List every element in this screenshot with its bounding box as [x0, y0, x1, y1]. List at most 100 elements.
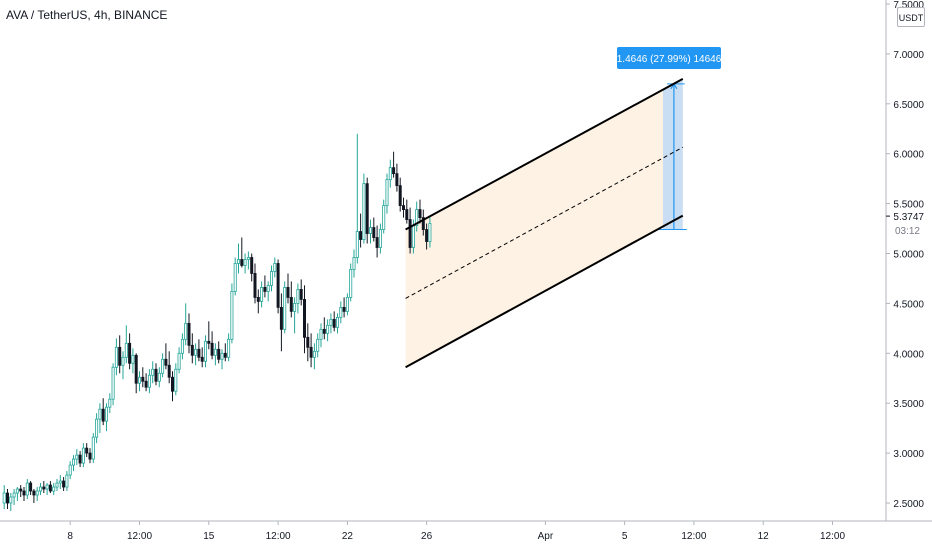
candle — [177, 347, 181, 374]
symbol-title[interactable]: AVA / TetherUS, 4h, BINANCE — [6, 8, 168, 22]
price-tick-label: 5.0000 — [893, 250, 924, 261]
time-tick-label: 12:00 — [266, 531, 291, 542]
candle-body — [25, 482, 29, 496]
candle — [365, 177, 369, 244]
candle-body — [283, 287, 287, 330]
candle-body — [312, 350, 316, 358]
candle — [52, 483, 56, 496]
candle — [385, 173, 389, 214]
candle — [203, 335, 207, 368]
candle-body — [55, 482, 59, 488]
candle-body — [98, 408, 102, 420]
candle — [388, 159, 392, 188]
candle-body — [398, 185, 402, 206]
candle — [167, 351, 171, 384]
time-tick-label: 26 — [421, 531, 433, 542]
candle — [240, 237, 244, 268]
candle — [2, 485, 6, 509]
candle-body — [418, 209, 422, 218]
candle-body — [39, 486, 43, 492]
current-price-label[interactable]: 5.3747 — [893, 212, 924, 223]
channel-lines[interactable] — [405, 77, 684, 369]
candle — [227, 333, 231, 362]
candle-body — [15, 488, 19, 494]
candle-body — [42, 486, 46, 490]
candle-body — [378, 229, 382, 248]
candle-body — [95, 418, 99, 438]
candle — [45, 483, 49, 496]
candle — [250, 253, 254, 282]
time-tick-label: Apr — [538, 531, 554, 542]
candle — [263, 275, 267, 298]
measure-label-box[interactable] — [617, 47, 721, 69]
candle — [306, 323, 310, 362]
candle — [114, 338, 118, 376]
candle — [375, 225, 379, 258]
candle — [85, 443, 89, 458]
candle — [170, 371, 174, 402]
candle — [312, 343, 316, 370]
candle — [233, 257, 237, 296]
candle-body — [405, 209, 409, 220]
candle-body — [372, 227, 376, 238]
candle — [415, 201, 419, 232]
candle-body — [395, 173, 399, 187]
candle-body — [48, 484, 52, 492]
channel-lower-line[interactable] — [405, 214, 684, 369]
candle-body — [58, 480, 62, 484]
candle-body — [164, 358, 168, 366]
candle-body — [266, 285, 270, 292]
candle — [207, 321, 211, 350]
candle-body — [108, 398, 112, 408]
candle-body — [279, 306, 283, 330]
candle — [180, 333, 184, 360]
candle-body — [170, 376, 174, 392]
candle-body — [187, 322, 191, 346]
candle — [137, 371, 141, 392]
candle-body — [329, 318, 333, 326]
candle — [395, 163, 399, 192]
candle-body — [68, 464, 72, 476]
time-tick-label: 12 — [758, 531, 770, 542]
parallel-channel[interactable] — [405, 89, 663, 368]
candle-body — [217, 348, 221, 360]
candle-body — [349, 269, 353, 298]
measure-fill — [663, 78, 683, 230]
candle — [144, 373, 148, 392]
currency-badge[interactable]: USDT — [897, 7, 925, 27]
candle-body — [269, 271, 273, 286]
candle-body — [161, 358, 165, 374]
price-tick-label: 4.5000 — [893, 299, 924, 310]
candle-body — [65, 474, 69, 488]
candle-body — [322, 328, 326, 334]
candle — [187, 313, 191, 354]
candle-body — [411, 225, 415, 248]
time-tick-label: 22 — [342, 531, 354, 542]
candle — [118, 335, 122, 374]
channel-fill — [405, 89, 663, 368]
bar-countdown-label: 03:12 — [895, 226, 920, 237]
candle-body — [121, 356, 125, 366]
candle-body — [256, 297, 260, 302]
candle-body — [273, 263, 277, 272]
candle-body — [147, 374, 151, 388]
candle — [210, 331, 214, 360]
candle-body — [263, 287, 267, 292]
candle — [405, 199, 409, 224]
candle — [220, 349, 224, 370]
channel-upper-line[interactable] — [405, 77, 684, 231]
candle — [32, 489, 36, 503]
candle — [279, 293, 283, 352]
candle-body — [302, 299, 306, 338]
candle — [401, 197, 405, 218]
candle — [428, 217, 432, 248]
candle-body — [62, 480, 66, 488]
price-range-measure[interactable]: 1.4646 (27.99%) 14646 — [617, 47, 722, 231]
candle — [283, 281, 287, 334]
candle — [260, 281, 264, 308]
channel-median-line[interactable] — [405, 146, 684, 299]
candle-body — [230, 291, 234, 340]
candle — [213, 343, 217, 366]
